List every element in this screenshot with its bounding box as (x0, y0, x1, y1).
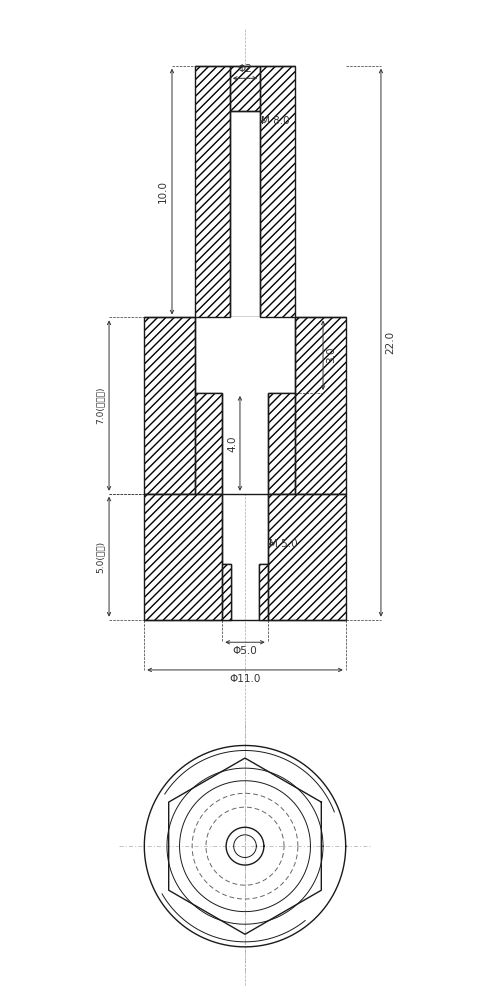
Text: 3.0: 3.0 (326, 347, 336, 363)
Bar (259, 564, 268, 620)
Text: M 8.0: M 8.0 (261, 116, 290, 126)
Bar (195, 66, 230, 317)
Bar (144, 494, 222, 620)
Bar (195, 66, 230, 317)
Bar (144, 494, 222, 620)
Text: M 5.0: M 5.0 (269, 539, 297, 549)
Bar (268, 393, 295, 494)
Bar (260, 66, 295, 317)
Bar (222, 564, 231, 620)
Text: 4.0: 4.0 (227, 435, 237, 452)
Bar (230, 111, 260, 317)
Bar (195, 317, 295, 393)
Bar (222, 393, 268, 494)
Text: Φ11.0: Φ11.0 (229, 674, 261, 684)
Bar (222, 564, 231, 620)
Text: 10.0: 10.0 (157, 180, 168, 203)
Bar (259, 564, 268, 620)
Bar (268, 494, 346, 620)
Text: Φ5.0: Φ5.0 (233, 646, 257, 656)
Bar (230, 66, 260, 111)
Bar (195, 393, 222, 494)
Bar (295, 317, 346, 494)
Bar (268, 494, 346, 620)
Text: 7.0(六角柱): 7.0(六角柱) (96, 387, 104, 424)
Bar (268, 393, 295, 494)
Bar (230, 66, 260, 111)
Bar (144, 317, 195, 494)
Bar (195, 393, 222, 494)
Bar (260, 66, 295, 317)
Text: Φ2: Φ2 (238, 64, 252, 74)
Text: 22.0: 22.0 (386, 331, 395, 354)
Bar (144, 317, 195, 494)
Bar (295, 317, 346, 494)
Text: 5.0(圆柱): 5.0(圆柱) (96, 541, 104, 573)
